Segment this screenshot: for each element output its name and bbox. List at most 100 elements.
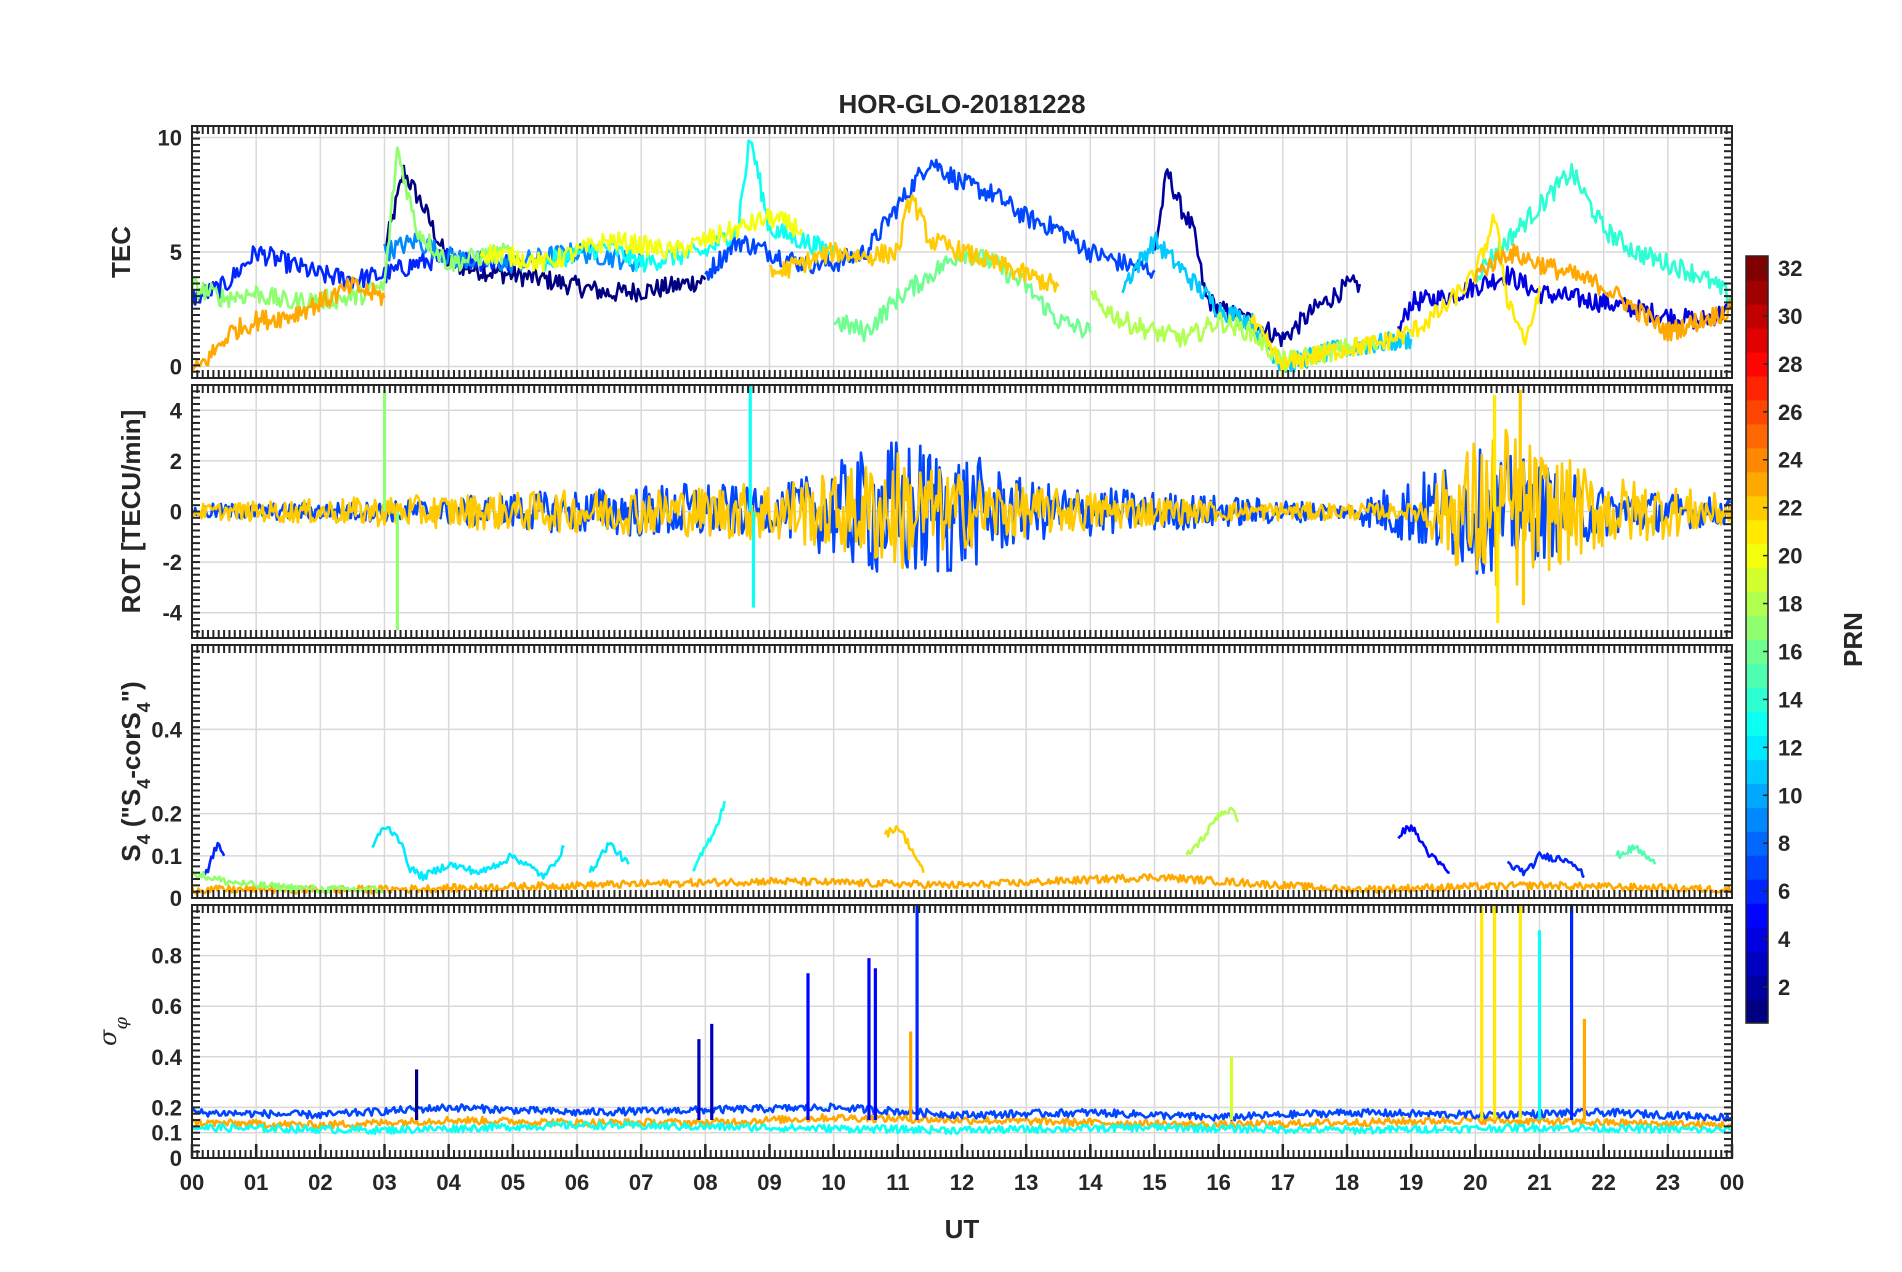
colorbar-segment	[1746, 951, 1768, 976]
colorbar-segment	[1746, 975, 1768, 1000]
colorbar-tick-label: 22	[1778, 496, 1802, 521]
x-tick-label: 12	[950, 1170, 974, 1195]
colorbar-frame	[1745, 255, 1769, 1024]
colorbar-segment	[1746, 831, 1768, 856]
y-tick-label: 0.1	[151, 844, 182, 869]
colorbar-segment	[1746, 639, 1768, 665]
x-tick-label: 17	[1271, 1170, 1295, 1195]
x-tick-label: 00	[1720, 1170, 1744, 1195]
series-line-prn-17	[192, 146, 515, 313]
colorbar-tick-label: 32	[1778, 256, 1802, 281]
colorbar-segment	[1746, 591, 1768, 617]
series-line-prn-12	[588, 841, 630, 874]
x-tick-label: 15	[1142, 1170, 1166, 1195]
panel-S4: 0 0.1 0.2 0.4S4 ("S4-corS4")	[116, 644, 1733, 911]
colorbar-segment	[1746, 711, 1768, 736]
colorbar-segment	[1746, 735, 1768, 760]
x-tick-label: 11	[886, 1170, 909, 1195]
x-tick-label: 20	[1463, 1170, 1487, 1195]
series-line-prn-6	[1506, 851, 1585, 879]
x-tick-label: 04	[436, 1170, 461, 1195]
chart-title: HOR-GLO-20181228	[838, 89, 1085, 119]
y-tick-label: 0	[170, 500, 182, 525]
colorbar-segment	[1746, 375, 1768, 401]
colorbar-segment	[1746, 447, 1768, 473]
series-line-prn-22	[192, 428, 1732, 587]
series-line-prn-22	[769, 194, 1060, 293]
colorbar-tick-label: 8	[1778, 831, 1790, 856]
colorbar-segment	[1746, 855, 1768, 880]
y-tick-label: 0.2	[151, 1095, 182, 1120]
y-tick-label: 0	[170, 886, 182, 911]
colorbar-segment	[1746, 327, 1768, 353]
series-line-prn-13	[691, 800, 726, 872]
colorbar-tick-label: 18	[1778, 592, 1802, 617]
colorbar-segment	[1746, 471, 1768, 497]
y-tick-label: 10	[158, 125, 182, 150]
colorbar-tick-label: 20	[1778, 544, 1802, 569]
x-tick-label: 23	[1656, 1170, 1680, 1195]
panel-S4-minor-ticks	[191, 644, 1733, 899]
series-line-prn-5	[1397, 824, 1450, 874]
y-tick-label: 0.2	[151, 802, 182, 827]
x-tick-label: 09	[757, 1170, 781, 1195]
colorbar-segment	[1746, 879, 1768, 904]
x-axis: 00 01 02 03 04 05 06 07 08 09 10 11 12 13 14 15 16 17 18 19…	[180, 1144, 1744, 1195]
colorbar-segment	[1746, 759, 1768, 784]
panel-TEC-minor-ticks	[191, 125, 1733, 379]
colorbar-segment	[1746, 567, 1768, 593]
series-line-prn-14	[1474, 163, 1732, 304]
y-axis-label: σφ	[94, 1017, 132, 1046]
x-tick-label: 19	[1399, 1170, 1423, 1195]
x-tick-label: 00	[180, 1170, 204, 1195]
y-tick-label: 0.4	[151, 717, 182, 742]
y-tick-label: 0.6	[151, 994, 182, 1019]
y-axis-label: TEC	[106, 226, 136, 278]
colorbar-tick-label: 16	[1778, 639, 1802, 664]
colorbar-tick-label: 14	[1778, 687, 1803, 712]
colorbar-segment	[1746, 903, 1768, 928]
series-line-prn-18	[1089, 289, 1380, 372]
y-tick-label: 0.4	[151, 1045, 182, 1070]
colorbar-tick-label: 24	[1778, 448, 1803, 473]
x-tick-label: 03	[372, 1170, 396, 1195]
panel-S4-grid	[191, 645, 1733, 899]
series-line-prn-12	[371, 825, 565, 882]
x-tick-label: 13	[1014, 1170, 1038, 1195]
colorbar-segment	[1746, 687, 1768, 713]
colorbar-segment	[1746, 495, 1768, 521]
colorbar-segment	[1746, 807, 1768, 832]
x-tick-label: 01	[244, 1170, 268, 1195]
colorbar-segment	[1746, 423, 1768, 449]
colorbar-segment	[1746, 999, 1768, 1024]
x-tick-label: 05	[501, 1170, 525, 1195]
series-line-prn-22	[883, 824, 925, 874]
series-line-prn-18	[1185, 806, 1240, 856]
y-tick-label: 0	[170, 1146, 182, 1171]
y-tick-label: -2	[162, 550, 182, 575]
series-line-prn-1	[384, 164, 707, 303]
x-tick-label: 07	[629, 1170, 653, 1195]
colorbar-segment	[1746, 279, 1768, 305]
panel-TEC: 0 5 10 TEC	[106, 125, 1733, 380]
series-line-prn-23	[192, 872, 1732, 895]
panel-sigma_phi-minor-ticks	[191, 904, 1733, 1159]
series-line-prn-6	[203, 841, 226, 876]
colorbar-segment	[1746, 783, 1768, 808]
colorbar-tick-label: 28	[1778, 352, 1802, 377]
y-tick-label: 2	[170, 449, 182, 474]
y-tick-label: -4	[162, 601, 182, 626]
series-line-prn-17	[192, 869, 386, 895]
colorbar-tick-label: 30	[1778, 304, 1802, 329]
colorbar-segment	[1746, 351, 1768, 377]
colorbar-tick-label: 26	[1778, 400, 1802, 425]
panel-ROT-minor-ticks	[191, 384, 1733, 639]
series-line-prn-15	[1615, 844, 1657, 865]
colorbar-tick-label: 10	[1778, 783, 1802, 808]
panel-sigma_phi: 00.10.2 0.4 0.6 0.8 σφ	[94, 904, 1733, 1171]
colorbar-segment	[1746, 663, 1768, 689]
x-tick-label: 21	[1527, 1170, 1551, 1195]
colorbar-scale	[1746, 256, 1768, 1024]
x-tick-label: 22	[1591, 1170, 1615, 1195]
series-line-prn-23	[1474, 243, 1732, 342]
